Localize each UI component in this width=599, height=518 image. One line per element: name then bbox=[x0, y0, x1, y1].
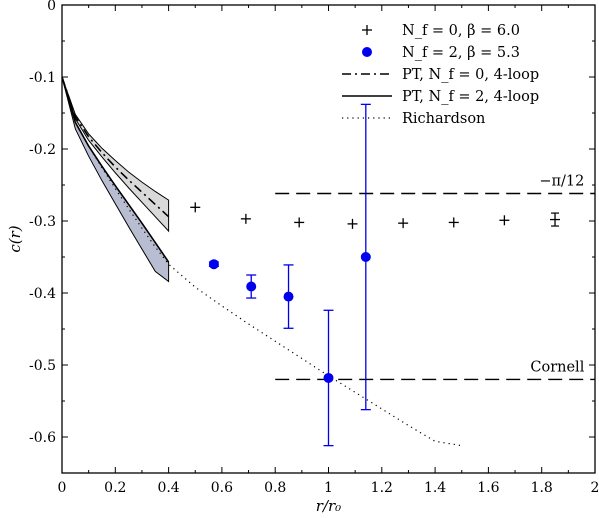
y-tick-label-1: -0.1 bbox=[29, 70, 56, 86]
plot-inner bbox=[62, 76, 595, 447]
legend-label-0: N_f = 0, β = 6.0 bbox=[402, 23, 520, 39]
y-tick-label-5: -0.5 bbox=[29, 358, 56, 374]
data-point-1-4 bbox=[360, 252, 371, 262]
data-point-0-0 bbox=[190, 202, 201, 213]
legend: N_f = 0, β = 6.0 N_f = 2, β = 5.3 PT, N_f … bbox=[342, 23, 539, 127]
legend-label-2: PT, N_f = 0, 4-loop bbox=[402, 67, 539, 83]
x-tick-label-4: 0.8 bbox=[264, 480, 286, 496]
data-point-0-4 bbox=[398, 218, 409, 229]
x-tick-label-3: 0.6 bbox=[211, 480, 233, 496]
reference-label-1: Cornell bbox=[530, 359, 584, 375]
x-tick-label-10: 2 bbox=[591, 480, 599, 496]
legend-symbol-1 bbox=[362, 47, 372, 57]
x-tick-label-6: 1.2 bbox=[371, 480, 393, 496]
series-line-4 bbox=[62, 76, 462, 447]
x-tick-label-9: 1.8 bbox=[531, 480, 553, 496]
y-tick-label-6: -0.6 bbox=[29, 430, 56, 446]
plot-area: −π/12 Cornell bbox=[62, 76, 595, 447]
x-tick-label-0: 0 bbox=[58, 480, 67, 496]
legend-label-1: N_f = 2, β = 5.3 bbox=[402, 45, 520, 61]
y-axis-label: c(r) bbox=[6, 225, 24, 252]
y-tick-label-3: -0.3 bbox=[29, 214, 56, 230]
y-tick-label-2: -0.2 bbox=[29, 142, 56, 158]
reference-label-0: −π/12 bbox=[539, 173, 584, 189]
series-line-2 bbox=[62, 76, 170, 218]
x-tick-label-1: 0.2 bbox=[104, 480, 126, 496]
x-axis-label: r/r₀ bbox=[316, 497, 341, 515]
data-point-0-7 bbox=[550, 212, 561, 227]
y-tick-label-4: -0.4 bbox=[29, 286, 56, 302]
data-point-1-1 bbox=[246, 281, 257, 292]
y-tick-label-0: 0 bbox=[47, 0, 56, 14]
series-line-3 bbox=[62, 76, 170, 263]
data-point-1-2 bbox=[283, 291, 294, 302]
data-point-1-3 bbox=[323, 372, 334, 383]
legend-label-4: Richardson bbox=[402, 111, 485, 127]
data-point-0-2 bbox=[294, 217, 305, 228]
data-point-0-3 bbox=[347, 218, 358, 229]
data-point-0-6 bbox=[499, 215, 510, 226]
axes: 0 0.2 0.4 0.6 0.8 1 1.2 1.4 1.6 1.8 2 0 -0.1 -0.2 -0.3… bbox=[29, 0, 599, 496]
x-tick-label-2: 0.4 bbox=[157, 480, 179, 496]
data-point-0-5 bbox=[448, 217, 459, 228]
legend-label-3: PT, N_f = 2, 4-loop bbox=[402, 89, 539, 105]
data-point-0-1 bbox=[240, 213, 251, 224]
x-tick-label-8: 1.6 bbox=[477, 480, 499, 496]
x-tick-label-7: 1.4 bbox=[424, 480, 446, 496]
data-point-1-0 bbox=[208, 259, 219, 270]
x-tick-label-5: 1 bbox=[324, 480, 333, 496]
